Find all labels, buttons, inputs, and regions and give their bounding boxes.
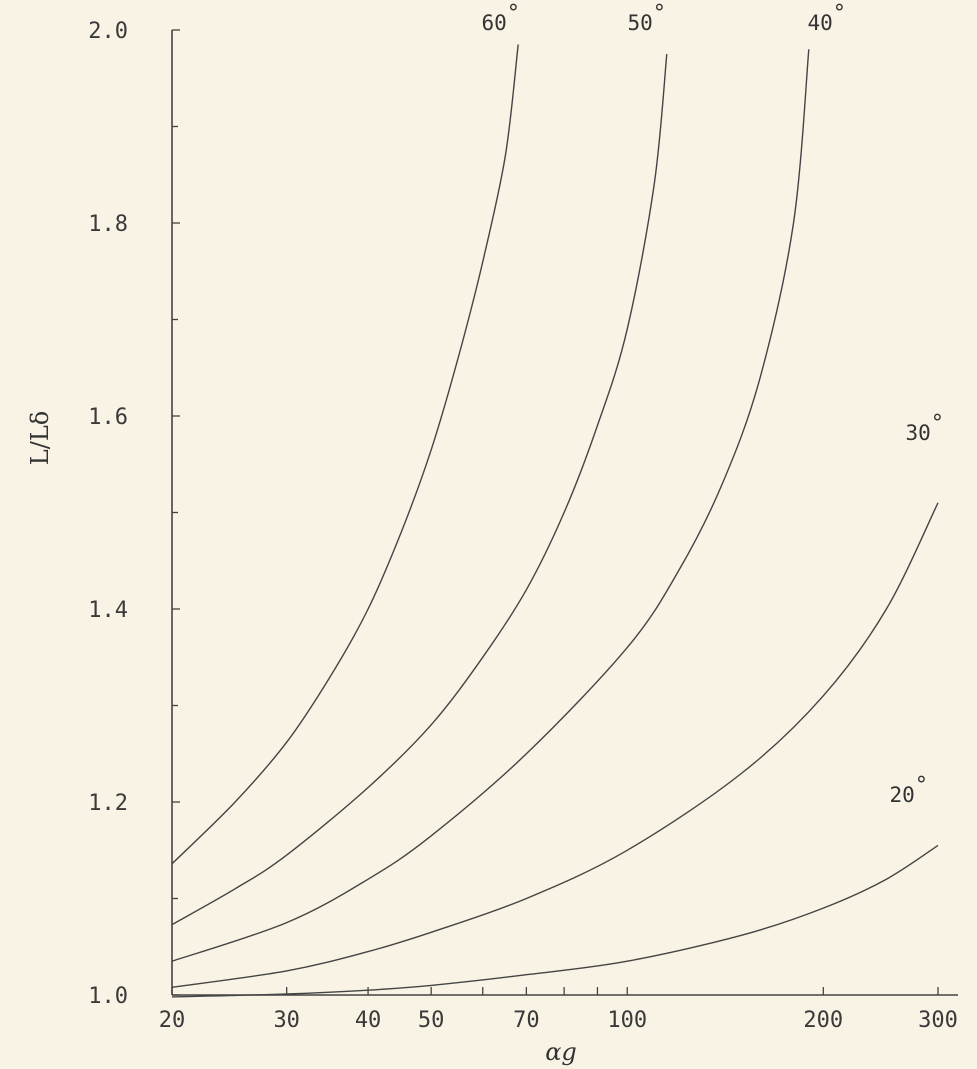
y-tick-label: 2.0: [88, 19, 128, 44]
curve-60deg: [171, 44, 519, 865]
curve-label-30deg: 30°: [905, 411, 944, 445]
x-tick-label: 200: [803, 1008, 843, 1033]
y-tick-label: 1.0: [88, 984, 128, 1009]
curve-40deg: [171, 49, 810, 962]
x-tick-label: 100: [607, 1008, 647, 1033]
x-tick-label: 300: [918, 1008, 958, 1033]
x-tick-label: 50: [418, 1008, 445, 1033]
axes: [171, 30, 958, 996]
curve-20deg: [171, 844, 939, 998]
curve-30deg: [171, 502, 939, 988]
y-tick-label: 1.8: [88, 212, 128, 237]
x-tick-label: 40: [355, 1008, 382, 1033]
x-tick-label: 20: [159, 1008, 186, 1033]
curves: [171, 44, 939, 998]
curve-label-50deg: 50°: [627, 1, 666, 35]
y-axis-label: L/Lδ: [26, 411, 54, 465]
curve-label-60deg: 60°: [481, 1, 520, 35]
curve-50deg: [171, 54, 668, 926]
y-tick-label: 1.2: [88, 791, 128, 816]
x-axis-label: αg: [545, 1038, 577, 1066]
x-axis-ticks: 20 30 40 50 70 100 200 300: [159, 987, 958, 1033]
x-tick-label: 70: [513, 1008, 540, 1033]
y-tick-label: 1.6: [88, 405, 128, 430]
curve-label-20deg: 20°: [889, 773, 928, 807]
y-axis-ticks: 1.0 1.2 1.4 1.6 1.8 2.0: [88, 19, 180, 1009]
x-tick-label: 30: [273, 1008, 300, 1033]
curve-label-40deg: 40°: [807, 1, 846, 35]
curve-labels: 60° 50° 40° 30° 20°: [481, 1, 944, 807]
y-tick-label: 1.4: [88, 598, 128, 623]
